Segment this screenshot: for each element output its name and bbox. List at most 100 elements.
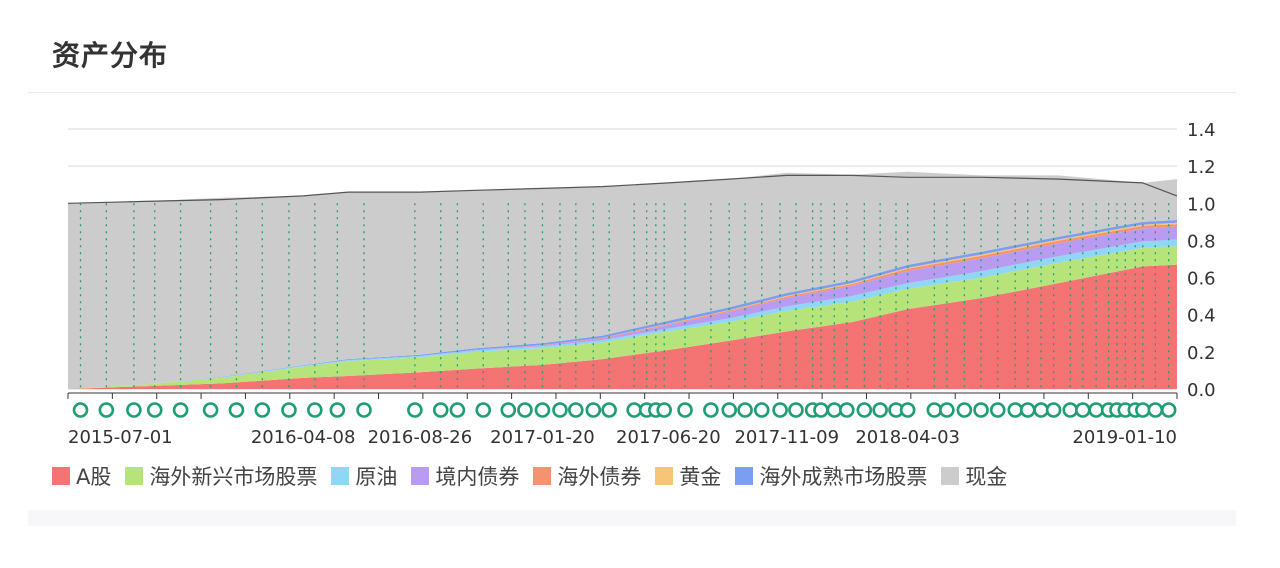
legend-label: 海外新兴市场股票	[149, 465, 318, 489]
rebalance-marker	[500, 402, 517, 418]
rebalance-marker	[307, 402, 323, 418]
rebalance-marker	[1088, 402, 1104, 418]
rebalance-marker	[656, 402, 672, 418]
rebalance-marker	[98, 402, 115, 418]
rebalance-marker	[939, 402, 955, 418]
x-tick-label: 2019-01-10	[1072, 427, 1177, 448]
rebalance-marker	[1062, 402, 1079, 418]
rebalance-marker	[856, 402, 873, 418]
rebalance-marker	[753, 402, 770, 418]
legend-swatch	[331, 467, 350, 485]
legend-label: 黄金	[679, 465, 722, 489]
rebalance-marker	[703, 402, 719, 418]
legend-swatch	[941, 467, 960, 485]
rebalance-marker	[1045, 402, 1062, 418]
rebalance-marker	[772, 402, 788, 418]
rebalance-marker	[228, 402, 245, 418]
x-tick-label: 2015-07-01	[68, 427, 173, 448]
legend-item[interactable]: 海外新兴市场股票	[125, 461, 317, 491]
rebalance-marker	[839, 402, 855, 418]
legend-item[interactable]: A股	[52, 461, 111, 491]
rebalance-marker	[356, 402, 372, 418]
rebalance-marker	[956, 402, 973, 418]
legend-item[interactable]: 海外债券	[533, 461, 641, 491]
rebalance-marker	[989, 402, 1006, 418]
rebalance-marker	[126, 402, 142, 418]
y-tick-label: 0.6	[1187, 269, 1216, 290]
y-tick-label: 1.0	[1187, 194, 1216, 215]
page-title: 资产分布	[52, 39, 169, 72]
legend-item[interactable]: 境内债券	[411, 461, 519, 491]
rebalance-marker	[254, 402, 271, 418]
y-tick-label: 0.4	[1187, 306, 1216, 327]
rebalance-marker	[449, 402, 466, 418]
y-tick-label: 1.2	[1187, 157, 1216, 178]
rebalance-marker	[517, 402, 533, 418]
rebalance-marker	[146, 402, 163, 418]
legend-swatch	[735, 467, 754, 485]
rebalance-marker	[568, 402, 584, 418]
rebalance-marker	[737, 402, 753, 418]
rebalance-marker	[72, 402, 89, 418]
title-divider	[28, 92, 1236, 93]
rebalance-marker	[432, 402, 449, 418]
legend-label: 原油	[355, 465, 398, 489]
rebalance-marker	[601, 402, 617, 418]
rebalance-marker	[534, 402, 551, 418]
legend-item[interactable]: 黄金	[655, 461, 721, 491]
rebalance-marker	[973, 402, 989, 418]
legend-label: 现金	[965, 465, 1008, 489]
y-tick-label: 1.4	[1187, 120, 1216, 141]
area-series-海外债券	[68, 224, 1177, 389]
rebalance-marker	[626, 402, 642, 418]
legend-label: 境内债券	[435, 465, 520, 489]
x-tick-label: 2017-06-20	[616, 427, 721, 448]
rebalance-marker	[788, 402, 804, 418]
area-series-现金	[68, 171, 1177, 389]
rebalance-marker	[1007, 402, 1024, 418]
legend-item[interactable]: 海外成熟市场股票	[735, 461, 927, 491]
legend-swatch	[533, 467, 552, 485]
rebalance-marker	[552, 402, 568, 418]
area-series-A股	[68, 264, 1177, 389]
x-tick-label: 2016-08-26	[368, 427, 473, 448]
rebalance-marker	[926, 402, 943, 418]
rebalance-marker	[1147, 402, 1164, 418]
rebalance-marker	[202, 402, 219, 418]
legend-label: 海外债券	[557, 465, 642, 489]
rebalance-marker	[1135, 402, 1151, 418]
legend-item[interactable]: 原油	[331, 461, 397, 491]
rebalance-marker	[872, 402, 888, 418]
area-series-海外成熟市场股票	[68, 220, 1177, 389]
x-tick-label: 2017-11-09	[734, 427, 839, 448]
area-series-黄金	[68, 222, 1177, 389]
chart-card-footer	[28, 510, 1236, 526]
legend-swatch	[125, 467, 144, 485]
legend-swatch	[655, 467, 674, 485]
x-tick-label: 2018-04-03	[855, 427, 960, 448]
rebalance-marker	[407, 402, 423, 418]
area-series-境内债券	[68, 226, 1177, 389]
rebalance-marker	[329, 402, 346, 418]
legend-label: A股	[76, 465, 112, 489]
y-tick-label: 0.8	[1187, 231, 1216, 252]
legend-item[interactable]: 现金	[941, 461, 1007, 491]
y-tick-label: 0.0	[1187, 380, 1216, 401]
rebalance-marker	[813, 402, 829, 418]
rebalance-marker	[677, 402, 693, 418]
y-tick-label: 0.2	[1187, 343, 1216, 364]
total-value-line	[67, 174, 1178, 204]
legend-label: 海外成熟市场股票	[759, 465, 928, 489]
rebalance-marker	[281, 402, 297, 418]
rebalance-marker	[172, 402, 189, 418]
rebalance-marker	[1160, 402, 1177, 418]
x-tick-label: 2016-04-08	[251, 427, 356, 448]
rebalance-marker	[899, 402, 916, 418]
rebalance-marker	[826, 402, 843, 418]
rebalance-marker	[1074, 402, 1091, 418]
legend-swatch	[52, 467, 70, 485]
rebalance-marker	[721, 402, 738, 418]
chart-legend: A股 海外新兴市场股票 原油 境内债券 海外债券 黄金 海外成熟市场股票 现金	[52, 461, 1021, 491]
rebalance-marker	[475, 402, 492, 418]
